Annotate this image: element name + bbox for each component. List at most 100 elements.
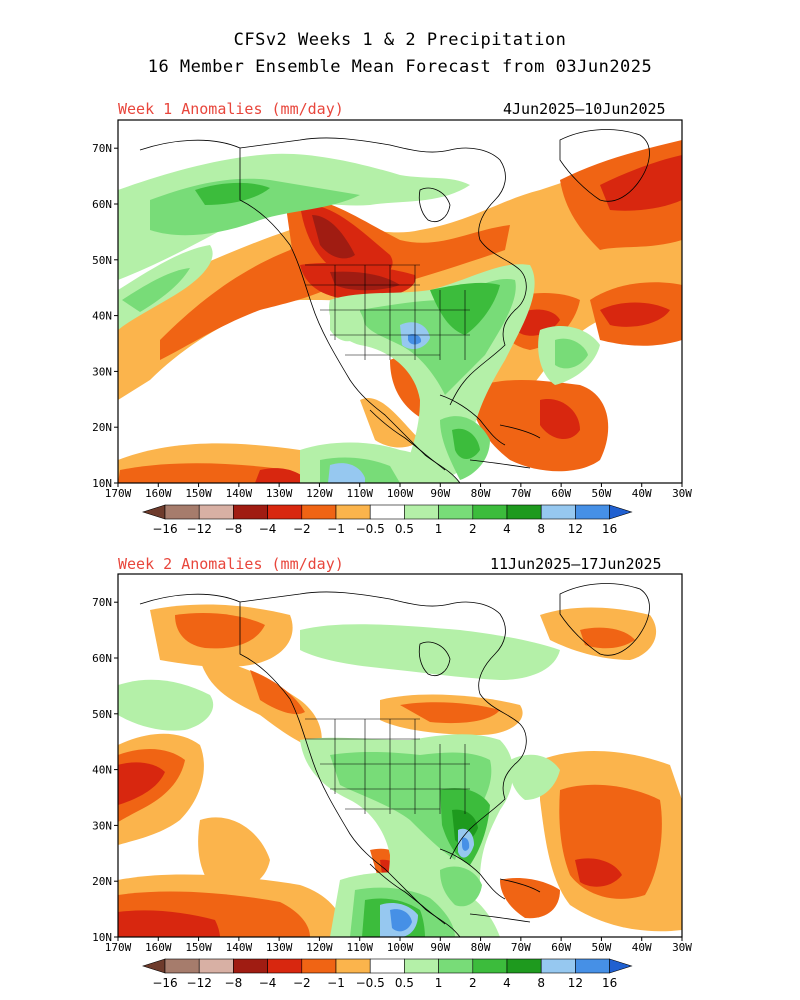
week2-colorbar-label: −2: [293, 976, 311, 990]
week1-lon-label: 120W: [306, 487, 333, 500]
week1-colorbar-swatch: [301, 504, 337, 520]
week1-lat-label: 60N: [92, 198, 112, 211]
week2-colorbar-left-arrow: [142, 958, 166, 974]
week1-lon-label: 100W: [387, 487, 414, 500]
week1-colorbar-label: 16: [602, 522, 617, 536]
week2-lon-label: 140W: [226, 941, 253, 954]
w1-caribbean-dry: [470, 380, 609, 472]
week1-axis-ticks: 170W 160W 150W 140W 130W 120W 110W 100W 90W 80W 70…: [92, 142, 692, 500]
week1-colorbar-swatch: [472, 504, 508, 520]
week2-lon-label: 30W: [672, 941, 692, 954]
w2-canada-wet: [300, 624, 560, 680]
w2-pacific-dry-xcore: [118, 762, 165, 805]
week2-colorbar-swatch: [369, 958, 405, 974]
week2-colorbar-label: −4: [259, 976, 277, 990]
week1-colorbar-label: 1: [435, 522, 443, 536]
week1-panel-label: Week 1 Anomalies (mm/day): [118, 100, 344, 118]
week2-colorbar-label: −1: [327, 976, 345, 990]
week2-date-range: 11Jun2025–17Jun2025: [490, 555, 662, 573]
w1-caribbean-dry-core: [540, 399, 580, 440]
week2-colorbar-swatch: [540, 958, 576, 974]
week1-colorbar-label: 12: [568, 522, 583, 536]
week1-lat-label: 40N: [92, 310, 112, 323]
week2-lon-label: 100W: [387, 941, 414, 954]
w2-greenland-dry-core: [580, 627, 635, 649]
week1-colorbar-swatch: [164, 504, 200, 520]
week1-colorbar-label: 4: [503, 522, 511, 536]
week2-colorbar-label: 4: [503, 976, 511, 990]
week2-colorbar-label: −8: [225, 976, 243, 990]
week1-lon-label: 70W: [511, 487, 531, 500]
w1-tropical-dry-xcore: [255, 468, 310, 483]
week2-colorbar-swatch: [198, 958, 234, 974]
w1-midwest-blue-core: [408, 333, 422, 345]
week2-boundaries: [305, 718, 470, 814]
week1-colorbar-label: 0.5: [395, 522, 414, 536]
week1-colorbar-swatch: [335, 504, 371, 520]
week1-colorbar-swatch: [267, 504, 303, 520]
week2-lon-label: 80W: [471, 941, 491, 954]
week1-lon-label: 130W: [266, 487, 293, 500]
week2-colorbar-swatch: [575, 958, 610, 974]
w2-caribbean-dry: [500, 878, 560, 919]
week1-colorbar-label: −12: [187, 522, 212, 536]
week1-colorbar-label: −1: [327, 522, 345, 536]
figure-title-line2: 16 Member Ensemble Mean Forecast from 03…: [147, 57, 653, 77]
w2-gulfak-dry-core: [175, 613, 265, 649]
w1-tropical-dry-core: [118, 463, 300, 483]
week1-coastlines: [139, 129, 650, 483]
week1-lon-label: 30W: [672, 487, 692, 500]
week2-colorbar-swatch: [233, 958, 268, 974]
week2-lat-label: 60N: [92, 652, 112, 665]
week1-colorbar-swatch: [540, 504, 576, 520]
week1-anomaly-field: [118, 140, 682, 483]
week2-colorbar-swatch: [506, 958, 542, 974]
week2-lon-label: 170W: [105, 941, 132, 954]
week1-colorbar-swatch: [404, 504, 439, 520]
week1-colorbar-label: −2: [293, 522, 311, 536]
week2-colorbar-swatch: [404, 958, 439, 974]
w2-bc-dry: [200, 660, 322, 750]
week1-lon-label: 40W: [632, 487, 652, 500]
week2-anomaly-field: [118, 604, 682, 937]
week2-lon-label: 50W: [591, 941, 611, 954]
week1-colorbar-swatch: [369, 504, 405, 520]
week2-lat-label: 20N: [92, 875, 112, 888]
w2-florida-blue-core: [462, 837, 470, 851]
w2-atlantic-wet: [509, 754, 560, 800]
week2-colorbar: −16 −12 −8 −4 −2 −1 −0.5 0.5 1 2 4 8 12 16: [142, 958, 633, 990]
week2-colorbar-swatch: [335, 958, 371, 974]
week2-colorbar-label: 12: [568, 976, 583, 990]
w1-sw-wet: [330, 299, 365, 342]
week2-lon-label: 90W: [430, 941, 450, 954]
w1-alaska-wet-xcore: [195, 182, 270, 205]
week2-lat-label: 40N: [92, 764, 112, 777]
week2-colorbar-label: −12: [187, 976, 212, 990]
week2-lon-label: 40W: [632, 941, 652, 954]
week2-colorbar-label: −0.5: [356, 976, 385, 990]
week2-colorbar-swatch: [267, 958, 303, 974]
week1-lat-label: 10N: [92, 477, 112, 490]
week2-colorbar-swatch: [301, 958, 337, 974]
week2-lon-label: 120W: [306, 941, 333, 954]
week1-colorbar-swatch: [575, 504, 610, 520]
week2-map: 170W 160W 150W 140W 130W 120W 110W 100W 90W 80W 70…: [92, 573, 692, 954]
week2-colorbar-label: 8: [537, 976, 545, 990]
week2-lat-label: 50N: [92, 708, 112, 721]
week1-colorbar-label: −4: [259, 522, 277, 536]
week1-lon-label: 150W: [185, 487, 212, 500]
week2-colorbar-label: 1: [435, 976, 443, 990]
w1-gulf-wet-core: [452, 428, 480, 459]
w2-atlantic-dry-xcore: [575, 858, 622, 887]
week2-lon-label: 150W: [185, 941, 212, 954]
week1-lon-label: 170W: [105, 487, 132, 500]
w1-pacific-wet-core: [122, 268, 190, 312]
week2-lon-label: 160W: [145, 941, 172, 954]
week1-lon-label: 50W: [591, 487, 611, 500]
w1-atlantic-dry-core: [600, 302, 670, 327]
week2-lon-label: 130W: [266, 941, 293, 954]
week2-lat-label: 70N: [92, 596, 112, 609]
w2-mexico-dry: [198, 817, 270, 892]
week2-lon-label: 60W: [551, 941, 571, 954]
week2-coastlines: [139, 583, 650, 937]
